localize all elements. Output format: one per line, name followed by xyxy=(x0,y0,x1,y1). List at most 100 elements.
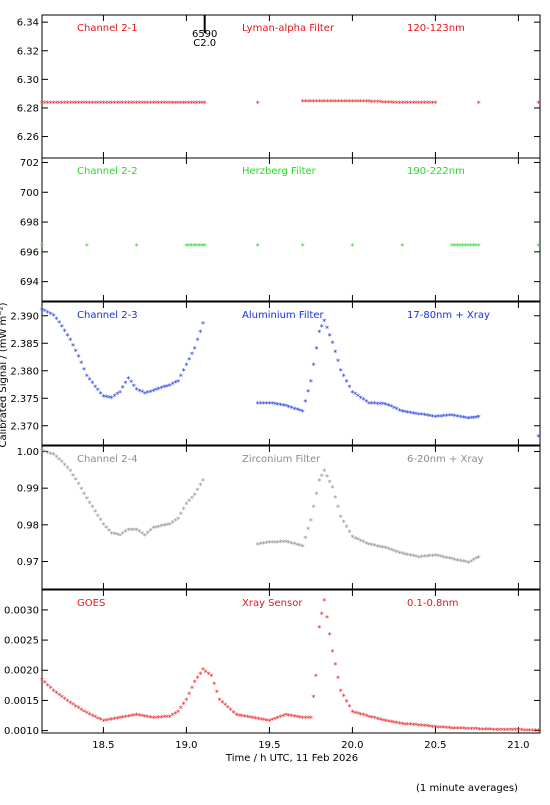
y-tick-label: 0.0020 xyxy=(4,666,39,677)
data-point: * xyxy=(425,723,429,732)
data-point: * xyxy=(536,727,540,736)
data-point: * xyxy=(342,519,346,528)
data-point: * xyxy=(49,450,53,459)
data-point: * xyxy=(198,670,202,679)
panel-3: 2.370 2.375 2.380 2.385 2.390 Channel 2-3 Alum… xyxy=(10,301,541,446)
data-point: * xyxy=(431,100,435,109)
data-point: * xyxy=(135,100,139,109)
data-point: * xyxy=(43,308,47,317)
data-point: * xyxy=(110,394,114,403)
data-point: * xyxy=(112,100,116,109)
data-point: * xyxy=(359,711,363,720)
data-point: * xyxy=(85,242,89,251)
x-tick-label: 21.0 xyxy=(507,740,529,751)
data-point: * xyxy=(425,412,429,421)
data-point: * xyxy=(439,724,443,733)
data-point: * xyxy=(168,521,172,530)
data-point: * xyxy=(60,100,64,109)
data-point: * xyxy=(110,100,114,109)
data-point: * xyxy=(474,414,478,423)
data-point: * xyxy=(336,674,340,683)
data-point: * xyxy=(118,100,122,109)
data-point: * xyxy=(193,678,197,687)
data-point: * xyxy=(256,242,260,251)
data-point: * xyxy=(267,718,271,727)
data-point: * xyxy=(389,547,393,556)
data-point: * xyxy=(361,396,365,405)
data-point: * xyxy=(173,100,177,109)
data-point: * xyxy=(450,725,454,734)
data-point: * xyxy=(303,534,307,543)
series-markers: * * * ******** * * * * *********** * xyxy=(40,242,540,251)
data-point: * xyxy=(190,350,194,359)
data-point: * xyxy=(52,687,56,696)
data-point: * xyxy=(375,99,379,108)
data-point: * xyxy=(135,242,139,251)
data-point: * xyxy=(245,714,249,723)
data-point: * xyxy=(433,414,437,423)
data-point: * xyxy=(425,100,429,109)
data-point: * xyxy=(251,715,255,724)
data-point: * xyxy=(331,98,335,107)
data-point: * xyxy=(400,550,404,559)
data-point: * xyxy=(303,98,307,107)
data-point: * xyxy=(88,711,92,720)
data-point: * xyxy=(439,553,443,562)
event-marker-class: C2.0 xyxy=(193,38,216,49)
y-axis-label: Calibrated Signal / (mW m⁻²) xyxy=(0,302,9,447)
data-point: * xyxy=(65,697,69,706)
data-point: * xyxy=(359,394,363,403)
data-point: * xyxy=(165,714,169,723)
data-point: * xyxy=(46,682,50,691)
x-tick-label: 19.0 xyxy=(175,740,197,751)
data-point: * xyxy=(403,408,407,417)
data-point: * xyxy=(143,100,147,109)
data-point: * xyxy=(411,100,415,109)
data-point: * xyxy=(428,553,432,562)
data-point: * xyxy=(71,342,75,351)
data-point: * xyxy=(71,701,75,710)
data-point: * xyxy=(422,412,426,421)
data-point: * xyxy=(256,716,260,725)
data-point: * xyxy=(148,527,152,536)
y-tick-label: 0.0030 xyxy=(4,605,39,616)
data-point: * xyxy=(478,726,482,735)
data-point: * xyxy=(115,531,119,540)
data-point: * xyxy=(444,724,448,733)
data-point: * xyxy=(322,317,326,326)
data-point: * xyxy=(345,378,349,387)
data-point: * xyxy=(99,100,103,109)
data-point: * xyxy=(74,348,78,357)
data-point: * xyxy=(231,709,235,718)
data-point: * xyxy=(298,542,302,551)
data-point: * xyxy=(428,100,432,109)
panel-frame xyxy=(41,14,541,159)
data-point: * xyxy=(420,411,424,420)
panel-4: 0.97 0.98 0.99 1.00 Channel 2-4 Zirconium Fil… xyxy=(17,445,541,590)
data-point: * xyxy=(477,554,481,563)
data-point: * xyxy=(60,459,64,468)
data-point: * xyxy=(333,494,337,503)
panel-frame xyxy=(41,157,541,302)
data-point: * xyxy=(469,725,473,734)
data-point: * xyxy=(107,100,111,109)
series-markers: ****************************************… xyxy=(40,448,481,569)
data-point: * xyxy=(173,517,177,526)
series-markers: ****************************************… xyxy=(40,597,540,736)
data-point: * xyxy=(461,414,465,423)
data-point: * xyxy=(124,380,128,389)
data-point: * xyxy=(301,715,305,724)
data-point: * xyxy=(370,542,374,551)
data-point: * xyxy=(151,715,155,724)
data-point: * xyxy=(40,306,44,315)
data-point: * xyxy=(409,100,413,109)
data-point: * xyxy=(93,383,97,392)
data-point: * xyxy=(212,680,216,689)
data-point: * xyxy=(184,242,188,251)
data-point: * xyxy=(276,539,280,548)
data-point: * xyxy=(317,624,321,633)
data-point: * xyxy=(187,498,191,507)
data-point: * xyxy=(112,531,116,540)
data-point: * xyxy=(176,100,180,109)
